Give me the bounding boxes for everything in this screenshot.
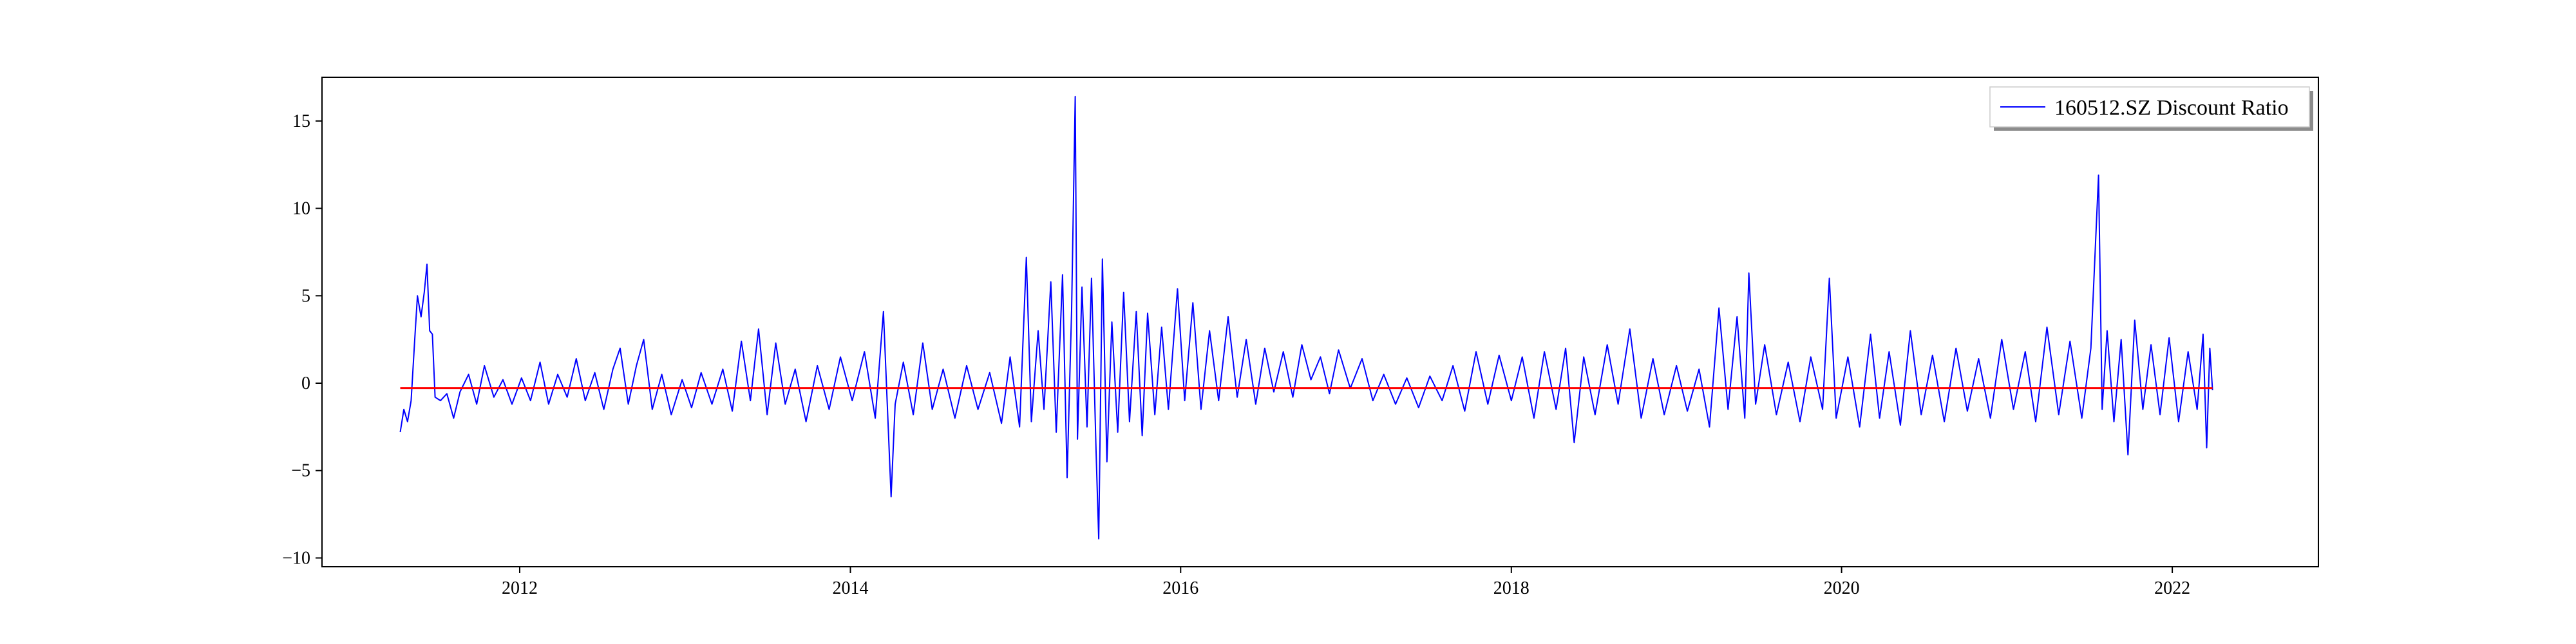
series-line-discount-ratio [399, 95, 2213, 540]
plot-area [322, 77, 2318, 567]
legend: 160512.SZ Discount Ratio [1989, 86, 2313, 131]
y-axis: 15 10 5 0 −5 −10 [282, 111, 322, 568]
x-tick-label: 2020 [1824, 578, 1860, 598]
y-tick-label: 5 [301, 286, 310, 306]
y-tick-label: 10 [292, 199, 310, 219]
x-tick-label: 2018 [1493, 578, 1530, 598]
legend-label-discount-ratio: 160512.SZ Discount Ratio [2054, 96, 2289, 120]
x-tick-label: 2012 [502, 578, 538, 598]
y-tick-label: 15 [292, 111, 310, 131]
series-layer [399, 95, 2213, 540]
x-tick-label: 2016 [1162, 578, 1198, 598]
x-axis: 2012 2014 2016 2018 2020 2022 [502, 567, 2190, 598]
y-tick-label: −5 [291, 461, 310, 481]
y-tick-label: 0 [301, 374, 310, 393]
x-tick-label: 2022 [2154, 578, 2190, 598]
x-tick-label: 2014 [832, 578, 868, 598]
y-tick-label: −10 [282, 548, 310, 568]
plot-frame [321, 77, 2319, 567]
